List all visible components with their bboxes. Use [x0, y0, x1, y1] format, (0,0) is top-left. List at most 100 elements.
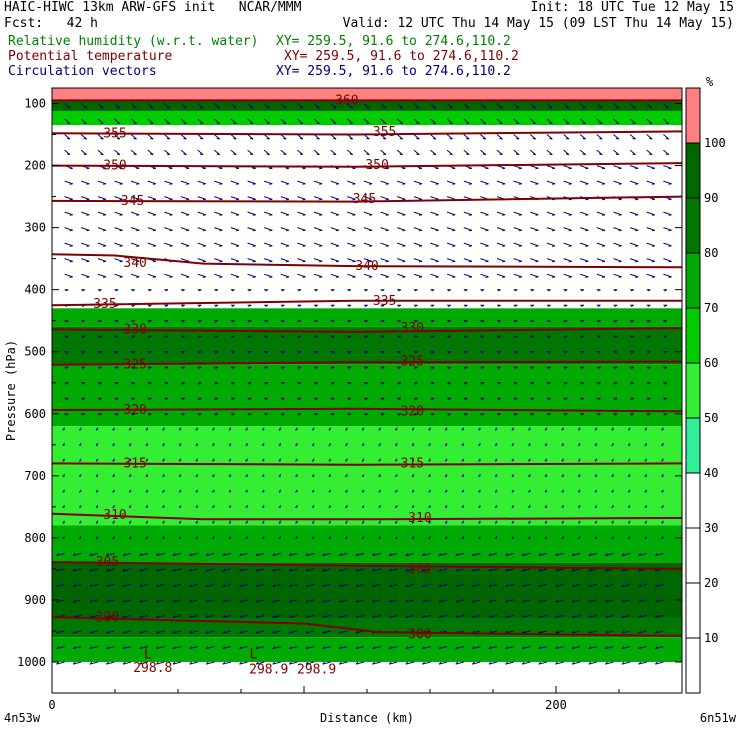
wind-vector-head-582: [514, 335, 518, 339]
wind-vector-head-1058: [428, 536, 431, 540]
wind-vector-head-153: [152, 167, 156, 170]
wind-vector-head-134: [449, 153, 453, 156]
wind-vector-head-771: [580, 413, 585, 416]
wind-vector-181: [613, 165, 622, 169]
wind-vector-5: [147, 103, 154, 109]
wind-vector-head-863: [261, 458, 265, 462]
wind-vector-head-573: [364, 335, 368, 339]
wind-vector-head-227: [152, 198, 156, 201]
wind-vector-119: [197, 149, 204, 155]
wind-vector-1172: [472, 583, 481, 588]
wind-vector-head-706: [115, 397, 119, 401]
wind-vector-head-714: [248, 397, 252, 401]
wind-vector-358: [480, 242, 489, 247]
wind-vector-290: [580, 211, 589, 216]
wind-vector-head-909: [411, 474, 415, 477]
wind-vector-head-558: [115, 335, 119, 339]
wind-vector-head-1158: [239, 584, 242, 588]
wind-vector-head-1360: [521, 661, 525, 665]
wind-vector-head-977: [311, 505, 315, 508]
wind-vector-head-193: [202, 183, 206, 185]
wind-vector-head-743: [115, 413, 119, 416]
wind-vector-head-1297: [89, 646, 93, 650]
wind-vector-50: [280, 118, 287, 124]
wind-vector-head-19: [382, 106, 387, 109]
wind-vector-head-118: [183, 153, 187, 156]
wind-vector-head-619: [514, 351, 518, 354]
wind-vector-head-405: [651, 260, 655, 263]
wind-vector-head-30: [565, 106, 570, 109]
wind-vector-head-534: [331, 320, 335, 323]
wind-vector-head-630: [81, 366, 86, 370]
wind-vector-1287: [538, 630, 548, 634]
wind-vector-head-276: [352, 214, 356, 216]
wind-vector-head-145: [632, 153, 636, 156]
wind-vector-head-536: [364, 320, 368, 323]
wind-vector-head-1330: [638, 646, 642, 650]
wind-vector-head-372: [102, 260, 107, 263]
wind-vector-head-293: [635, 214, 639, 216]
wind-vector-head-364: [585, 245, 589, 247]
wind-vector-head-5: [150, 106, 154, 109]
wind-vector-head-774: [630, 413, 634, 416]
wind-vector-head-352: [385, 245, 389, 247]
wind-vector-56: [380, 118, 387, 124]
wind-vector-head-94: [399, 138, 403, 140]
wind-vector-1082: [206, 552, 215, 557]
wind-vector-1273: [305, 630, 315, 634]
wind-vector-head-1015: [328, 520, 332, 524]
wind-vector-head-544: [497, 320, 501, 323]
wind-vector-head-128: [349, 153, 353, 156]
y-tick-label-500: 500: [24, 345, 46, 359]
wind-vector-head-1286: [521, 630, 525, 634]
wind-vector-head-1092: [372, 553, 376, 556]
wind-vector-1255: [621, 614, 631, 619]
wind-vector-head-1350: [355, 661, 359, 665]
wind-vector-head-1122: [255, 568, 259, 572]
wind-vector-head-121: [233, 153, 237, 156]
wind-vector-head-680: [298, 382, 302, 385]
wind-vector-head-801: [461, 427, 465, 431]
wind-vector-head-151: [119, 167, 123, 170]
wind-vector-head-449: [148, 289, 152, 292]
wind-vector-head-178: [568, 167, 572, 170]
wind-vector-296: [64, 227, 73, 231]
wind-vector-1109: [655, 552, 664, 557]
wind-vector-1253: [588, 614, 597, 619]
colorbar-label-40: 40: [704, 466, 718, 480]
theta-contour-345: [51, 195, 683, 203]
wind-vector-head-783: [162, 427, 165, 431]
wind-vector-1123: [272, 568, 281, 572]
wind-vector-1259: [72, 630, 82, 634]
wind-vector-head-724: [414, 397, 418, 401]
wind-vector-1296: [72, 646, 82, 650]
wind-vector-head-1155: [189, 584, 193, 588]
wind-vector-1368: [655, 661, 664, 665]
wind-vector-264: [147, 211, 157, 216]
wind-vector-head-1134: [455, 568, 459, 572]
wind-vector-223: [81, 196, 90, 200]
wind-vector-head-884: [611, 458, 614, 462]
wind-vector-head-825: [245, 442, 248, 446]
wind-vector-head-1234: [272, 615, 276, 619]
wind-vector-head-90: [333, 138, 337, 140]
wind-vector-head-150: [102, 167, 107, 170]
wind-vector-1173: [488, 583, 498, 588]
wind-vector-93: [380, 134, 387, 140]
wind-vector-head-283: [468, 214, 472, 216]
wind-vector-1089: [322, 552, 331, 557]
wind-vector-head-554: [664, 320, 668, 323]
wind-vector-head-506: [481, 304, 485, 308]
wind-vector-head-503: [431, 304, 435, 308]
wind-vector-83: [213, 134, 221, 140]
wind-vector-head-856: [145, 458, 149, 462]
wind-vector-25: [480, 103, 487, 109]
wind-vector-head-891: [112, 474, 115, 477]
wind-vector-head-212: [518, 183, 522, 185]
wind-vector-head-634: [148, 366, 152, 370]
wind-vector-1204: [388, 599, 398, 603]
wind-vector-head-1362: [555, 661, 558, 665]
wind-vector-1093: [388, 552, 398, 557]
wind-vector-head-1247: [488, 615, 492, 619]
colorbar-label-90: 90: [704, 191, 718, 205]
